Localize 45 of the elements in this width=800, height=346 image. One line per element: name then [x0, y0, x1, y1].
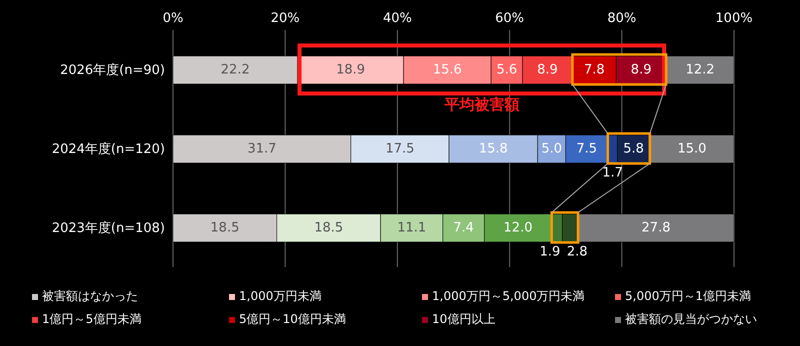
x-tick-label: 100% [715, 11, 753, 26]
data-label: 1.7 [602, 166, 623, 180]
data-label: 7.8 [584, 62, 605, 78]
bar [578, 214, 734, 242]
y-tick-label: 2024年度(n=120) [52, 141, 165, 158]
legend-label: 10億円以上 [431, 311, 496, 328]
data-label: 31.7 [247, 142, 276, 156]
data-label: 8.9 [537, 62, 558, 78]
legend-label: 1,000万円未満 [238, 288, 322, 305]
data-label: 8.9 [630, 62, 652, 78]
data-label: 15.0 [677, 142, 706, 156]
data-label: 18.9 [336, 62, 366, 78]
x-tick-label: 0% [162, 11, 184, 26]
data-label: 22.2 [220, 62, 250, 78]
data-label: 18.5 [210, 220, 240, 236]
data-label: 17.5 [385, 142, 414, 156]
bar [666, 56, 734, 84]
x-tick-label: 80% [607, 11, 636, 26]
data-label: 7.5 [576, 142, 598, 156]
data-label: 1.9 [540, 244, 560, 260]
data-label: 15.8 [478, 142, 508, 156]
data-label: 2.8 [566, 244, 588, 260]
data-label: 27.8 [642, 220, 670, 236]
data-label: 5.8 [623, 142, 644, 156]
data-label: 5.0 [541, 142, 562, 156]
data-label: 18.5 [314, 220, 344, 236]
bar [650, 134, 734, 164]
data-label: 12.0 [504, 220, 532, 236]
legend-label: 5,000万円～1億円未満 [624, 288, 752, 305]
x-tick-label: 20% [270, 11, 300, 26]
data-label: 15.6 [432, 62, 462, 78]
annotation: 平均被害額 [443, 96, 520, 114]
y-tick-label: 2026年度(n=90) [60, 62, 165, 78]
legend-label: 被害額の見当がつかない [624, 311, 758, 328]
data-label: 5.6 [496, 62, 518, 78]
legend-label: 1億円～5億円未満 [41, 311, 142, 328]
data-label: 11.1 [397, 220, 426, 236]
legend-label: 1,000万円～5,000万円未満 [431, 288, 586, 305]
y-tick-label: 2023年度(n=108) [52, 220, 165, 236]
legend-label: 5億円～10億円未満 [238, 311, 347, 328]
data-label: 12.2 [686, 62, 715, 78]
legend-label: 被害額はなかった [41, 288, 139, 305]
x-tick-label: 40% [382, 11, 412, 26]
data-label: 7.4 [453, 220, 474, 236]
x-tick-label: 60% [495, 11, 524, 26]
